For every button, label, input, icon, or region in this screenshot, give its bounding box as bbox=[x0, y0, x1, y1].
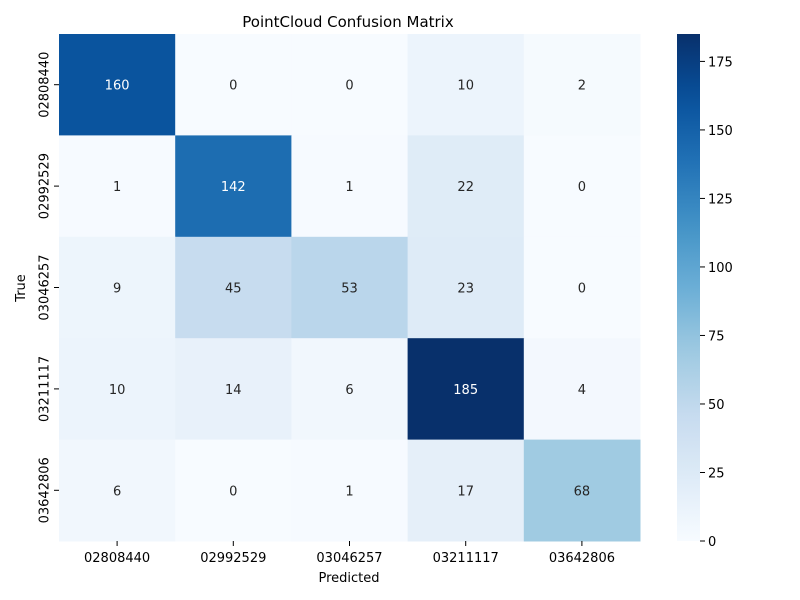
cell-value-label: 142 bbox=[221, 180, 246, 195]
y-axis-label: True bbox=[14, 274, 29, 303]
y-tick-label: 02992529 bbox=[38, 153, 53, 219]
heatmap-cell bbox=[523, 34, 641, 136]
cell-value-label: 1 bbox=[113, 180, 121, 195]
cell-value-label: 10 bbox=[457, 79, 474, 94]
colorbar-tick-label: 50 bbox=[708, 398, 725, 413]
x-tick-label: 03046257 bbox=[316, 551, 382, 566]
heatmap-cell bbox=[523, 439, 641, 542]
heatmap-cell bbox=[59, 135, 176, 238]
cell-value-label: 0 bbox=[345, 79, 353, 94]
heatmap-cell bbox=[407, 135, 525, 238]
cell-value-label: 0 bbox=[578, 180, 586, 195]
cell-value-label: 6 bbox=[113, 484, 121, 499]
heatmap-cell bbox=[175, 338, 292, 441]
colorbar-tick-label: 75 bbox=[708, 329, 725, 344]
colorbar-tick-label: 125 bbox=[708, 192, 733, 207]
cell-value-label: 4 bbox=[578, 383, 586, 398]
colorbar-tick-label: 150 bbox=[708, 124, 733, 139]
heatmap-cell bbox=[523, 135, 641, 238]
heatmap-cell bbox=[407, 338, 525, 441]
colorbar-tick-label: 175 bbox=[708, 55, 733, 70]
cell-value-label: 185 bbox=[453, 383, 478, 398]
colorbar: 0 25 50 75 100 125 150 175 bbox=[677, 34, 733, 550]
heatmap-cell bbox=[59, 34, 176, 136]
heatmap-cell bbox=[175, 439, 292, 542]
heatmap-cell bbox=[59, 338, 176, 441]
cell-value-label: 160 bbox=[105, 79, 130, 94]
x-tick-label: 03211117 bbox=[433, 551, 499, 566]
heatmap-cell bbox=[175, 135, 292, 238]
x-axis-label: Predicted bbox=[318, 571, 379, 586]
colorbar-tick-label: 100 bbox=[708, 261, 733, 276]
colorbar-gradient bbox=[677, 34, 700, 541]
heatmap-cell bbox=[407, 236, 525, 339]
heatmap-cell bbox=[175, 236, 292, 339]
heatmap-cell bbox=[291, 34, 409, 136]
y-tick-label: 03211117 bbox=[38, 356, 53, 422]
heatmap-cell bbox=[291, 236, 409, 339]
cell-value-label: 9 bbox=[113, 282, 121, 297]
cell-value-label: 1 bbox=[345, 180, 353, 195]
x-tick-label: 02808440 bbox=[84, 551, 150, 566]
heatmap-cell bbox=[523, 236, 641, 339]
cell-value-label: 22 bbox=[457, 180, 474, 195]
heatmap-cell bbox=[291, 338, 409, 441]
heatmap-cell bbox=[175, 34, 292, 136]
cell-value-label: 0 bbox=[229, 484, 237, 499]
heatmap-cell bbox=[291, 135, 409, 238]
y-tick-label: 03046257 bbox=[38, 254, 53, 320]
cell-value-label: 10 bbox=[109, 383, 126, 398]
heatmap-cells: 160 0 0 10 2 1 142 1 22 0 9 45 53 23 0 10 14 6 185 4 6 0 1 17 68 bbox=[59, 34, 641, 542]
y-tick-label: 03642806 bbox=[38, 457, 53, 523]
colorbar-tick-label: 25 bbox=[708, 466, 725, 481]
y-axis-ticks: 02808440 02992529 03046257 03211117 03642806 bbox=[38, 52, 59, 523]
x-tick-label: 02992529 bbox=[200, 551, 266, 566]
heatmap-cell bbox=[523, 338, 641, 441]
heatmap-cell bbox=[407, 439, 525, 542]
y-tick-label: 02808440 bbox=[38, 52, 53, 118]
chart-title: PointCloud Confusion Matrix bbox=[242, 13, 454, 31]
cell-value-label: 0 bbox=[229, 79, 237, 94]
cell-value-label: 0 bbox=[578, 282, 586, 297]
colorbar-tick-label: 0 bbox=[708, 535, 716, 550]
cell-value-label: 17 bbox=[457, 484, 474, 499]
x-tick-label: 03642806 bbox=[549, 551, 615, 566]
heatmap-cell bbox=[59, 236, 176, 339]
cell-value-label: 68 bbox=[574, 484, 591, 499]
cell-value-label: 53 bbox=[341, 282, 358, 297]
x-axis-ticks: 02808440 02992529 03046257 03211117 03642806 bbox=[84, 541, 615, 566]
cell-value-label: 45 bbox=[225, 282, 242, 297]
cell-value-label: 14 bbox=[225, 383, 242, 398]
heatmap-cell bbox=[291, 439, 409, 542]
heatmap-cell bbox=[59, 439, 176, 542]
cell-value-label: 2 bbox=[578, 79, 586, 94]
heatmap-cell bbox=[407, 34, 525, 136]
cell-value-label: 6 bbox=[345, 383, 353, 398]
cell-value-label: 1 bbox=[345, 484, 353, 499]
cell-value-label: 23 bbox=[457, 282, 474, 297]
